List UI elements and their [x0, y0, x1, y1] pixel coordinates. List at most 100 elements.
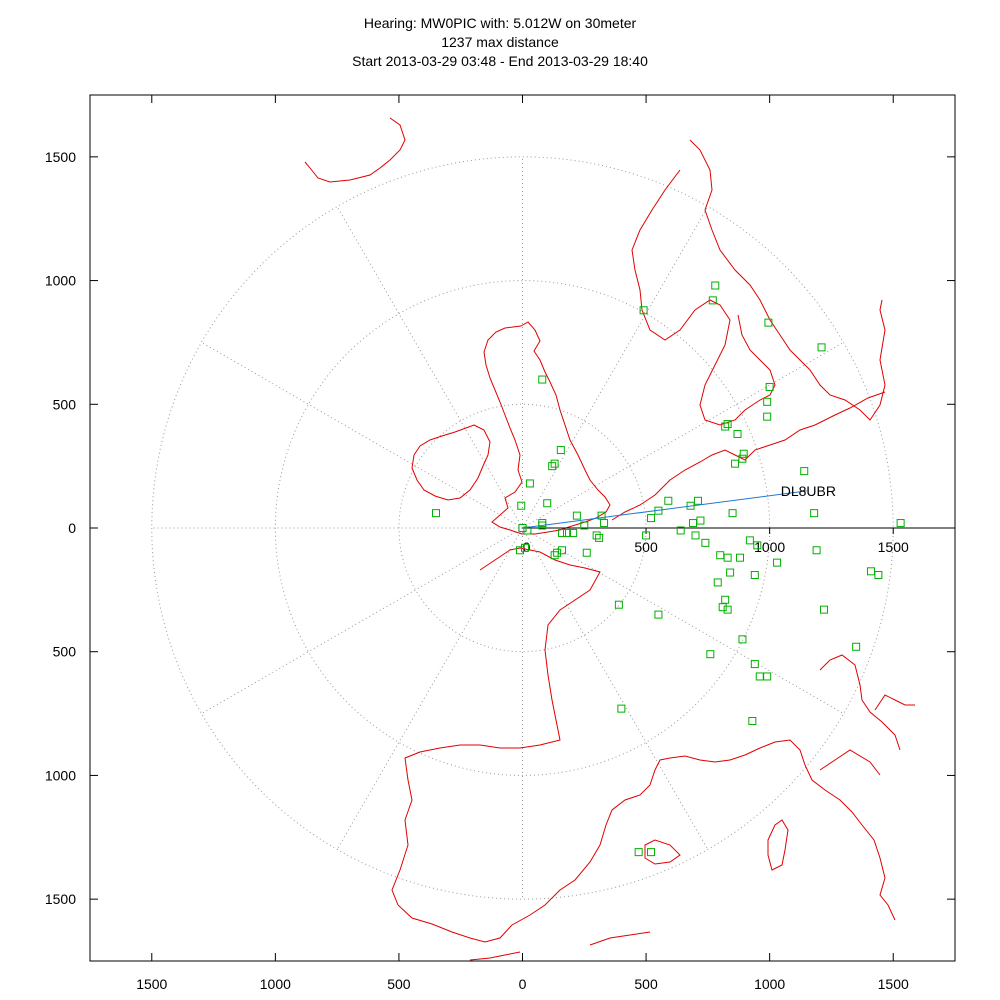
spot-marker [572, 511, 581, 520]
x-tick-label: 1000 [754, 976, 785, 992]
spot-marker [553, 548, 562, 557]
spot-marker [718, 603, 727, 612]
origin-label: 0 [523, 539, 531, 555]
y-tick-label: 0 [68, 520, 76, 536]
spot-marker [812, 546, 821, 555]
radial-line [201, 341, 523, 529]
spot-marker [731, 459, 740, 468]
spot-marker [516, 546, 525, 555]
spot-marker [550, 551, 559, 560]
radial-line [522, 527, 844, 715]
radial-line [336, 527, 523, 850]
coastline-scandinavia [631, 139, 886, 426]
spot-marker [723, 553, 732, 562]
spot-marker [634, 848, 643, 857]
coastline-italy [744, 739, 896, 921]
spot-markers [432, 281, 905, 857]
spot-marker [647, 848, 656, 857]
highlight-line [522, 490, 807, 529]
spot-marker [696, 516, 705, 525]
spot-marker [765, 382, 774, 391]
spot-marker [723, 605, 732, 614]
spot-marker [676, 526, 685, 535]
spot-marker [558, 528, 567, 537]
coastline-southeast [819, 654, 915, 751]
spot-marker [664, 496, 673, 505]
x-tick-label: 500 [634, 976, 658, 992]
x-tick-label: 500 [387, 976, 411, 992]
coastline-france-iberia [391, 547, 746, 943]
spot-marker [558, 546, 567, 555]
spot-marker [721, 595, 730, 604]
chart-title-line-3: Start 2013-03-29 03:48 - End 2013-03-29 … [352, 53, 648, 69]
spot-marker [810, 509, 819, 518]
spot-marker [773, 558, 782, 567]
spot-marker [647, 514, 656, 523]
spot-marker [595, 533, 604, 542]
spot-marker [689, 519, 698, 528]
spot-marker [654, 610, 663, 619]
spot-marker [548, 462, 557, 471]
coastline-islands [644, 819, 789, 871]
spot-marker [735, 553, 744, 562]
chart-title-line-1: Hearing: MW0PIC with: 5.012W on 30meter [363, 15, 637, 31]
spot-marker [728, 509, 737, 518]
spot-marker [800, 467, 809, 476]
spot-marker [701, 538, 710, 547]
spot-marker [711, 281, 720, 290]
coastline-map [304, 117, 915, 961]
spot-marker [525, 479, 534, 488]
axis-tick-label: 500 [634, 539, 658, 555]
spot-marker [569, 528, 578, 537]
spot-marker [517, 501, 526, 510]
spot-marker [750, 571, 759, 580]
spot-marker [550, 459, 559, 468]
spot-marker [733, 429, 742, 438]
y-tick-label: 500 [53, 644, 77, 660]
spot-marker [820, 605, 829, 614]
spot-marker [817, 343, 826, 352]
spot-marker [721, 422, 730, 431]
y-tick-label: 1500 [45, 891, 76, 907]
y-tick-label: 500 [53, 396, 77, 412]
spot-marker [432, 509, 440, 518]
spot-marker [708, 296, 717, 305]
x-tick-label: 0 [519, 976, 527, 992]
highlight-label: DL8UBR [781, 483, 836, 499]
spot-marker [750, 660, 759, 669]
spot-marker [753, 541, 762, 550]
spot-marker [763, 397, 772, 406]
coastline-africa [469, 931, 651, 961]
spot-marker [874, 571, 883, 580]
coastline-great-britain [483, 321, 611, 535]
spot-marker [716, 551, 725, 560]
spot-marker [726, 568, 735, 577]
axis-tick-label: 1000 [754, 539, 785, 555]
spot-marker [723, 420, 732, 429]
highlight-path: DL8UBR [522, 483, 836, 529]
coastline-iceland [304, 117, 406, 183]
spot-marker [896, 519, 905, 528]
coastline-north-europe [611, 391, 886, 521]
x-tick-label: 1500 [878, 976, 909, 992]
spot-marker [538, 519, 547, 528]
chart-title: Hearing: MW0PIC with: 5.012W on 30meter … [0, 14, 1000, 71]
spot-marker [592, 531, 601, 540]
spot-marker [739, 449, 748, 458]
radial-line [522, 206, 709, 529]
radial-line [336, 206, 523, 529]
spot-marker [600, 519, 609, 528]
spot-marker [738, 454, 747, 463]
x-tick-label: 1500 [136, 976, 167, 992]
spot-marker [639, 306, 648, 315]
spot-marker [580, 521, 589, 530]
y-tick-label: 1000 [45, 273, 76, 289]
spot-marker [713, 578, 722, 587]
spot-marker [748, 716, 757, 725]
spot-marker [562, 528, 571, 537]
spot-marker [520, 543, 529, 552]
plot-axes: 1500 1000 500 0 500 1000 1500 1500 1000 500 0 500 10… [45, 94, 956, 992]
spot-marker [693, 496, 702, 505]
y-tick-label: 1500 [45, 149, 76, 165]
